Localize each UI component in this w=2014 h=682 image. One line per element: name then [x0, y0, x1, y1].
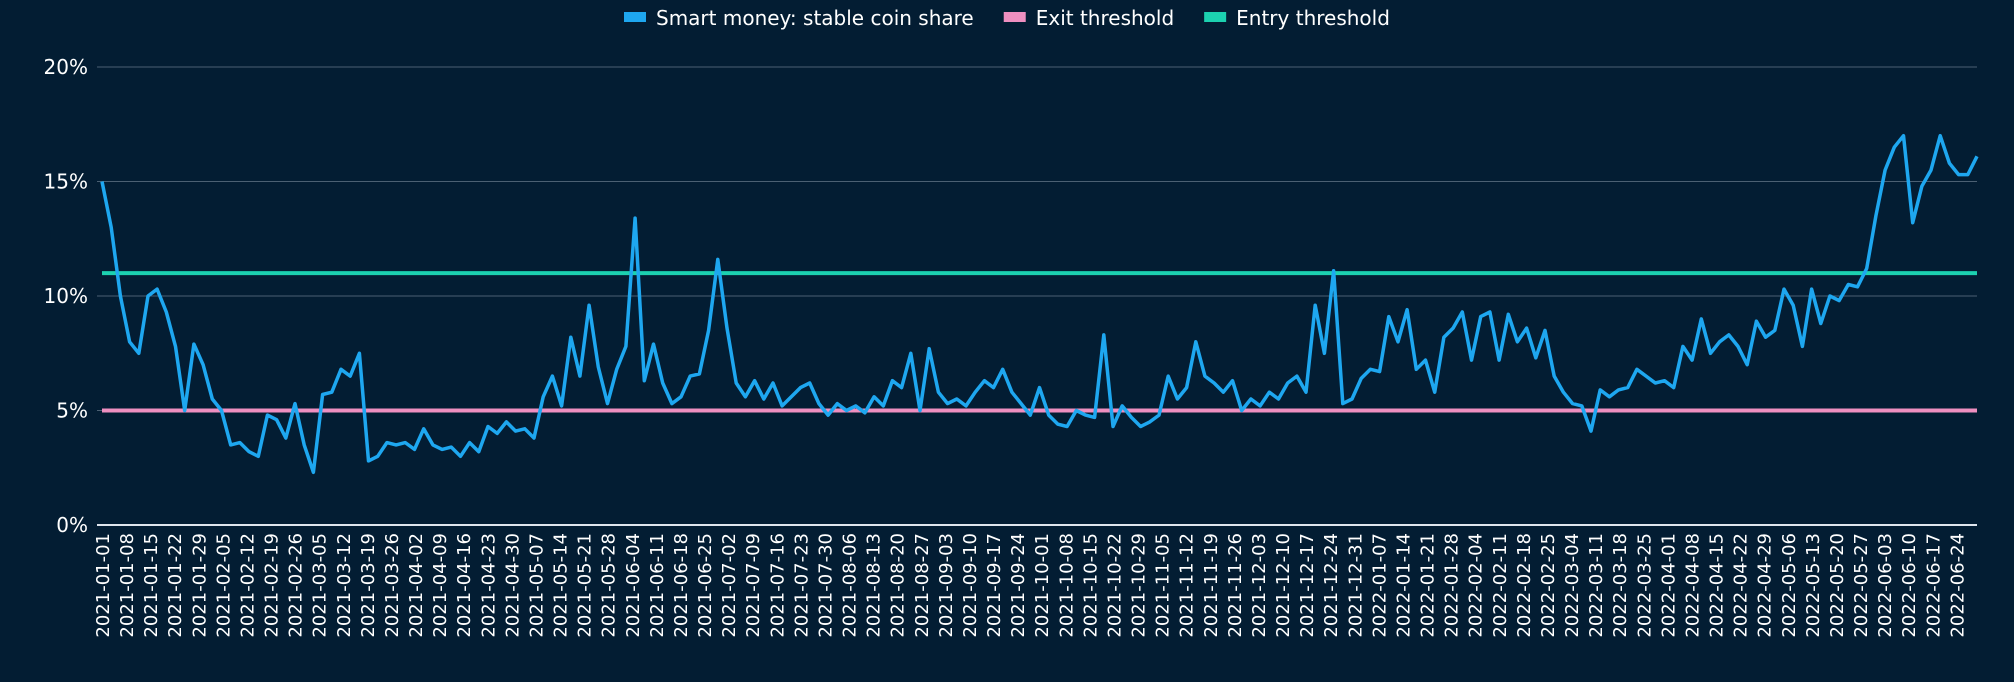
x-tick-label: 2021-01-15 — [141, 533, 162, 638]
x-tick-label: 2021-09-24 — [1008, 533, 1029, 638]
x-tick-label: 2022-05-20 — [1827, 533, 1848, 638]
y-tick-label: 10% — [44, 284, 88, 308]
legend-swatch-entry-threshold — [1204, 12, 1227, 22]
x-tick-label: 2022-04-15 — [1707, 533, 1728, 638]
x-tick-label: 2022-04-08 — [1682, 533, 1703, 638]
x-tick-label: 2022-01-28 — [1442, 533, 1463, 638]
x-tick-label: 2022-05-06 — [1779, 533, 1800, 638]
legend-label-smart-money: Smart money: stable coin share — [656, 6, 974, 30]
x-tick-label: 2022-02-18 — [1514, 533, 1535, 638]
x-tick-label: 2021-11-19 — [1201, 533, 1222, 638]
x-tick-label: 2021-03-19 — [358, 533, 379, 638]
x-tick-label: 2021-02-05 — [213, 533, 234, 638]
x-tick-label: 2021-02-19 — [262, 533, 283, 638]
x-tick-label: 2021-11-26 — [1225, 533, 1246, 638]
legend-item-exit-threshold[interactable]: Exit threshold — [1003, 6, 1174, 30]
x-tick-label: 2021-04-16 — [454, 533, 475, 638]
x-tick-label: 2022-02-25 — [1538, 533, 1559, 638]
legend-label-exit-threshold: Exit threshold — [1036, 6, 1174, 30]
x-tick-label: 2021-11-12 — [1177, 533, 1198, 638]
legend-item-entry-threshold[interactable]: Entry threshold — [1204, 6, 1390, 30]
x-tick-label: 2021-01-29 — [189, 533, 210, 638]
x-tick-label: 2021-01-22 — [165, 533, 186, 638]
x-axis-ticks: 2021-01-01 2021-01-08 2021-01-15 2021-01-22… — [93, 533, 1968, 638]
x-tick-label: 2022-03-18 — [1610, 533, 1631, 638]
x-tick-label: 2021-12-17 — [1297, 533, 1318, 638]
x-tick-label: 2021-04-23 — [478, 533, 499, 638]
y-tick-label: 20% — [44, 55, 88, 79]
x-tick-label: 2021-05-14 — [551, 533, 572, 638]
x-tick-label: 2021-12-24 — [1321, 533, 1342, 638]
x-tick-label: 2022-06-24 — [1947, 533, 1968, 638]
x-tick-label: 2021-09-03 — [936, 533, 957, 638]
x-tick-label: 2021-06-18 — [671, 533, 692, 638]
smart-money-line — [100, 133, 1979, 475]
x-tick-label: 2021-02-26 — [286, 533, 307, 638]
x-tick-label: 2022-01-07 — [1369, 533, 1390, 638]
x-tick-label: 2022-03-25 — [1634, 533, 1655, 638]
x-tick-label: 2021-10-29 — [1129, 533, 1150, 638]
x-tick-label: 2021-10-01 — [1032, 533, 1053, 638]
x-tick-label: 2021-06-04 — [623, 533, 644, 638]
x-tick-label: 2021-08-06 — [840, 533, 861, 638]
x-tick-label: 2022-02-04 — [1466, 533, 1487, 638]
x-tick-label: 2021-06-11 — [647, 533, 668, 638]
x-tick-label: 2021-09-17 — [984, 533, 1005, 638]
x-tick-label: 2021-08-13 — [864, 533, 885, 638]
x-tick-label: 2021-04-09 — [430, 533, 451, 638]
x-tick-label: 2021-08-20 — [888, 533, 909, 638]
x-tick-label: 2022-03-04 — [1562, 533, 1583, 638]
series-layer — [100, 133, 1979, 475]
legend: Smart money: stable coin share Exit thre… — [624, 6, 1390, 30]
x-tick-label: 2021-01-08 — [117, 533, 138, 638]
x-tick-label: 2021-10-15 — [1080, 533, 1101, 638]
x-tick-label: 2021-11-05 — [1153, 533, 1174, 638]
x-tick-label: 2021-05-07 — [526, 533, 547, 638]
x-tick-label: 2022-05-27 — [1851, 533, 1872, 638]
x-tick-label: 2021-01-01 — [93, 533, 114, 638]
x-tick-label: 2022-03-11 — [1586, 533, 1607, 638]
x-tick-label: 2022-06-03 — [1875, 533, 1896, 638]
x-tick-label: 2022-04-29 — [1755, 533, 1776, 638]
x-tick-label: 2021-10-22 — [1104, 533, 1125, 638]
x-tick-label: 2022-02-11 — [1490, 533, 1511, 638]
y-tick-label: 15% — [44, 170, 88, 194]
x-tick-label: 2021-12-31 — [1345, 533, 1366, 638]
x-tick-label: 2021-07-16 — [767, 533, 788, 638]
x-tick-label: 2021-07-02 — [719, 533, 740, 638]
x-tick-label: 2022-06-17 — [1923, 533, 1944, 638]
x-tick-label: 2022-05-13 — [1803, 533, 1824, 638]
legend-swatch-smart-money — [624, 12, 646, 22]
x-tick-label: 2021-07-09 — [743, 533, 764, 638]
x-tick-label: 2021-12-03 — [1249, 533, 1270, 638]
y-tick-label: 5% — [56, 399, 88, 423]
x-tick-label: 2021-04-30 — [502, 533, 523, 638]
x-tick-label: 2021-07-23 — [791, 533, 812, 638]
legend-swatch-exit-threshold — [1003, 12, 1026, 22]
x-tick-label: 2021-03-26 — [382, 533, 403, 638]
x-tick-label: 2021-10-08 — [1056, 533, 1077, 638]
x-tick-label: 2021-07-30 — [815, 533, 836, 638]
y-tick-label: 0% — [56, 513, 88, 537]
x-tick-label: 2021-08-27 — [912, 533, 933, 638]
x-tick-label: 2021-03-05 — [310, 533, 331, 638]
x-tick-label: 2021-04-02 — [406, 533, 427, 638]
x-tick-label: 2021-12-10 — [1273, 533, 1294, 638]
x-tick-label: 2021-05-28 — [599, 533, 620, 638]
x-tick-label: 2022-01-21 — [1418, 533, 1439, 638]
legend-item-smart-money[interactable]: Smart money: stable coin share — [624, 6, 974, 30]
y-axis-ticks: 0% 5% 10% 15% 20% — [44, 55, 88, 537]
x-tick-label: 2021-02-12 — [237, 533, 258, 638]
x-tick-label: 2021-05-21 — [575, 533, 596, 638]
x-tick-label: 2021-09-10 — [960, 533, 981, 638]
x-tick-label: 2021-06-25 — [695, 533, 716, 638]
legend-label-entry-threshold: Entry threshold — [1236, 6, 1390, 30]
x-tick-label: 2022-01-14 — [1393, 533, 1414, 638]
x-tick-label: 2021-03-12 — [334, 533, 355, 638]
x-tick-label: 2022-06-10 — [1899, 533, 1920, 638]
x-tick-label: 2022-04-01 — [1658, 533, 1679, 638]
x-tick-label: 2022-04-22 — [1731, 533, 1752, 638]
